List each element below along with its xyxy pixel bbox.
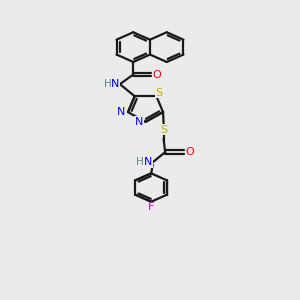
Text: S: S [155,88,162,98]
Text: S: S [160,125,167,135]
Text: O: O [153,70,161,80]
Text: N: N [117,107,126,117]
Text: N: N [135,117,143,127]
Text: F: F [148,202,154,212]
Text: N: N [111,79,120,89]
Text: O: O [185,147,194,157]
Text: H: H [136,158,144,167]
Text: N: N [144,158,152,167]
Text: H: H [103,79,111,89]
